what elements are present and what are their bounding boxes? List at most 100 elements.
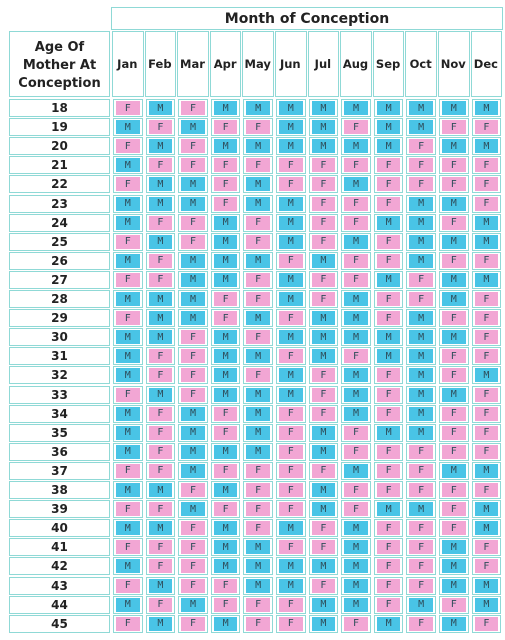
gender-cell: M [409,234,433,249]
month-header-box [405,31,437,97]
gender-cell: M [279,578,303,593]
gender-cell: M [442,540,466,555]
gender-cell: F [376,483,401,498]
gender-cell: F [148,158,173,173]
gender-cell: F [344,120,368,135]
gender-cell: F [181,349,205,364]
gender-cell: M [246,101,270,116]
gender-cell: F [246,292,270,307]
gender-cell: F [213,177,238,192]
gender-cell: M [311,616,336,631]
gender-cell: F [376,177,401,192]
age-label-28: 28 [51,292,68,307]
gender-cell: F [442,597,466,612]
age-label-27: 27 [51,272,68,287]
gender-cell: M [442,292,466,307]
gender-cell: F [474,406,499,421]
gender-cell: M [246,559,270,574]
gender-cell: M [474,215,499,230]
gender-cell: M [409,349,433,364]
gender-cell: F [116,387,140,402]
gender-cell: M [442,387,466,402]
gender-cell: M [344,177,368,192]
age-label-37: 37 [51,463,68,478]
month-header-feb: Feb [148,57,172,71]
gender-cell: F [442,158,466,173]
age-label-18: 18 [51,101,68,116]
gender-cell: M [409,387,433,402]
gender-cell: F [474,559,499,574]
gender-cell: M [116,483,140,498]
gender-cell: F [181,158,205,173]
age-label-45: 45 [51,616,68,631]
gender-cell: M [116,196,140,211]
gender-cell: F [474,425,499,440]
gender-cell: M [181,463,205,478]
gender-cell: F [376,578,401,593]
gender-cell: F [213,292,238,307]
gender-cell: F [311,578,336,593]
gender-cell: M [213,559,238,574]
gender-cell: M [442,578,466,593]
gender-cell: M [213,368,238,383]
gender-cell: M [148,234,173,249]
gender-cell: M [311,559,336,574]
gender-cell: F [442,253,466,268]
gender-cell: M [279,272,303,287]
month-header-jan: Jan [117,57,138,71]
gender-cell: F [344,502,368,517]
gender-cell: F [311,234,336,249]
gender-cell: F [148,540,173,555]
gender-cell: F [213,196,238,211]
age-label-33: 33 [51,387,68,402]
gender-cell: M [376,272,401,287]
gender-cell: F [246,463,270,478]
gender-cell: F [116,540,140,555]
age-label-38: 38 [51,483,68,498]
age-row-box [9,347,110,366]
gender-cell: F [279,177,303,192]
gender-cell: F [116,177,140,192]
gender-cell: F [279,616,303,631]
gender-cell: M [213,387,238,402]
gender-cell: M [148,101,173,116]
gender-cell: M [442,234,466,249]
gender-cell: M [311,253,336,268]
gender-cell: F [181,234,205,249]
gender-cell: F [474,616,499,631]
gender-cell: F [344,158,368,173]
gender-cell: M [442,559,466,574]
gender-cell: M [474,463,499,478]
gender-cell: F [409,292,433,307]
gender-cell: M [442,196,466,211]
gender-cell: F [279,597,303,612]
month-header-box [242,31,274,97]
gender-cell: M [181,292,205,307]
age-label-42: 42 [51,559,68,574]
gender-cell: M [279,368,303,383]
gender-cell: M [181,425,205,440]
gender-cell: F [442,425,466,440]
gender-cell: M [246,311,270,326]
gender-cell: M [311,120,336,135]
gender-cell: F [474,177,499,192]
gender-cell: F [148,406,173,421]
gender-cell: F [148,368,173,383]
gender-cell: M [376,349,401,364]
gender-cell: M [181,444,205,459]
gender-cell: F [148,349,173,364]
gender-cell: M [246,540,270,555]
gender-cell: F [311,463,336,478]
gender-cell: F [376,234,401,249]
month-header-box [112,31,144,97]
gender-cell: F [442,215,466,230]
gender-cell: M [442,272,466,287]
gender-cell: F [246,616,270,631]
gender-cell: F [148,425,173,440]
month-header-box [372,31,405,97]
age-label-32: 32 [51,368,68,383]
gender-cell: M [181,196,205,211]
gender-cell: F [116,463,140,478]
gender-cell: F [474,349,499,364]
